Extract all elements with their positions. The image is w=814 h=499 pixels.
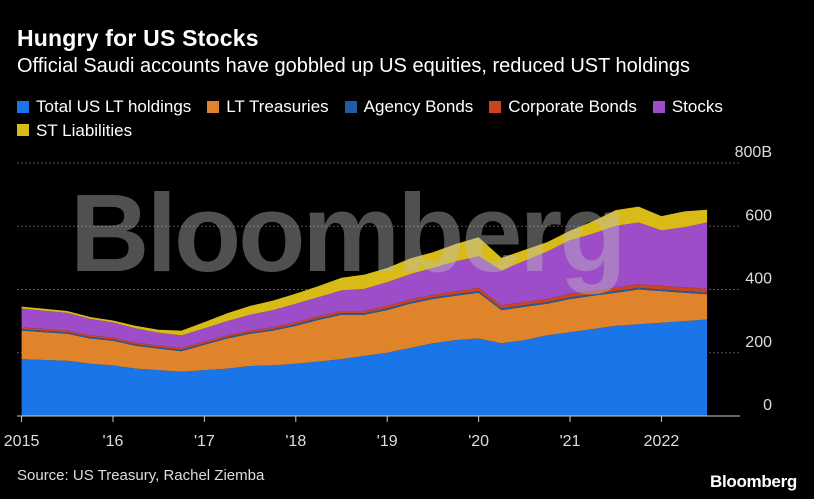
chart-title: Hungry for US Stocks xyxy=(17,25,259,51)
series-area-agency-bonds xyxy=(21,287,708,352)
legend-swatch xyxy=(207,100,220,113)
x-tick-label: 2015 xyxy=(4,433,40,450)
legend-item: Total US LT holdings xyxy=(17,95,191,118)
x-tick-label: '17 xyxy=(194,433,215,450)
x-tick-label: '19 xyxy=(377,433,398,450)
legend-label: Corporate Bonds xyxy=(508,97,637,116)
legend-swatch xyxy=(489,100,502,113)
x-tick-label: 2022 xyxy=(644,433,680,450)
legend-label: Agency Bonds xyxy=(363,97,474,116)
legend-label: LT Treasuries xyxy=(226,97,329,116)
legend-label: Total US LT holdings xyxy=(36,97,192,116)
legend-item: Agency Bonds xyxy=(344,95,474,118)
y-tick-label: 400 xyxy=(745,271,772,288)
legend-swatch xyxy=(652,100,665,113)
series-area-total-us-lt-holdings xyxy=(21,319,708,416)
x-tick-label: '20 xyxy=(468,433,489,450)
legend: Total US LT holdings LT Treasuries Agency … xyxy=(17,95,797,142)
legend-label: ST Liabilities xyxy=(36,120,133,140)
y-tick-label: 800B xyxy=(735,144,772,161)
bloomberg-logo: Bloomberg xyxy=(709,472,797,491)
series-area-lt-treasuries xyxy=(21,289,708,372)
x-tick-label: '21 xyxy=(560,433,581,450)
legend-item: Stocks xyxy=(652,95,723,118)
legend-item: LT Treasuries xyxy=(207,95,329,118)
y-tick-label: 200 xyxy=(745,334,772,351)
series-area-stocks xyxy=(21,222,708,348)
x-tick-label: '16 xyxy=(103,433,124,450)
series-area-st-liabilities xyxy=(21,206,708,336)
y-tick-label: 600 xyxy=(745,207,772,224)
chart-subtitle: Official Saudi accounts have gobbled up … xyxy=(17,55,691,77)
legend-swatch xyxy=(17,124,29,136)
legend-item: ST Liabilities xyxy=(17,119,132,142)
legend-item: Corporate Bonds xyxy=(489,95,637,118)
y-tick-label: 0 xyxy=(763,397,772,414)
source-note: Source: US Treasury, Rachel Ziemba xyxy=(17,467,265,484)
x-tick-label: '18 xyxy=(285,433,306,450)
legend-swatch xyxy=(17,100,29,113)
legend-label: Stocks xyxy=(671,97,723,116)
legend-swatch xyxy=(344,100,357,113)
